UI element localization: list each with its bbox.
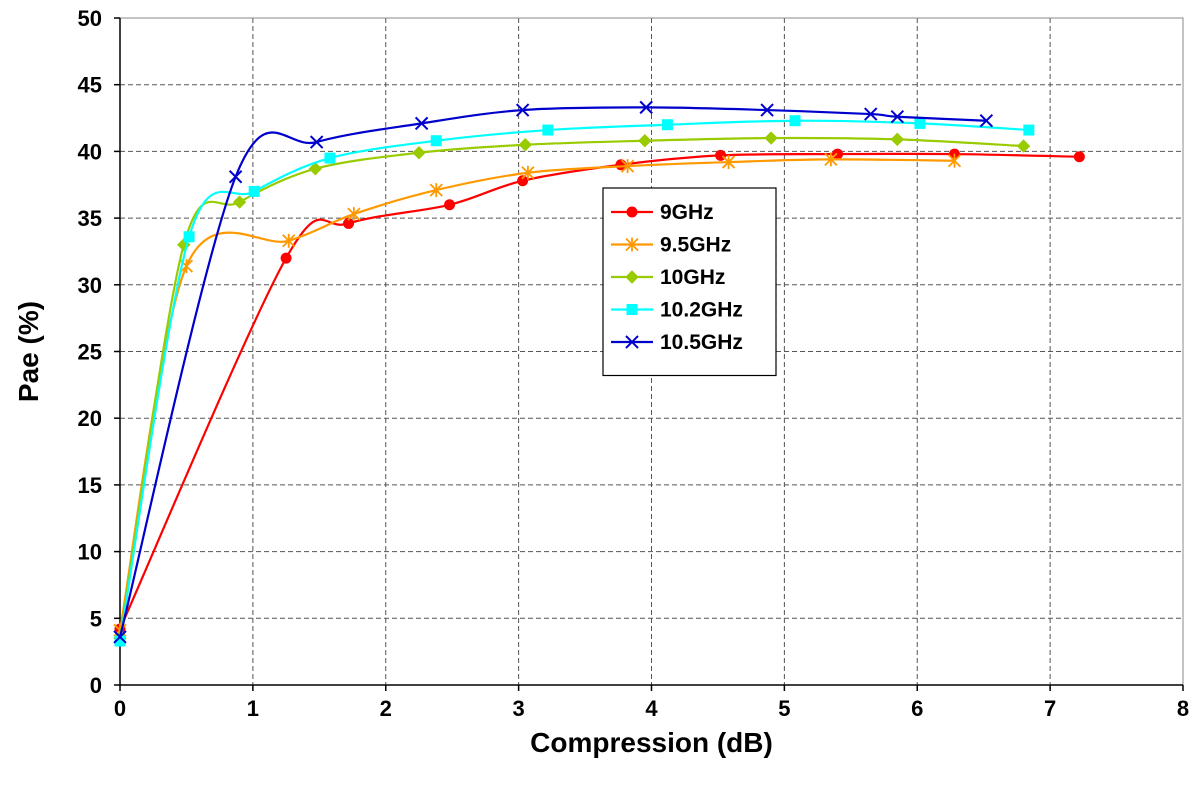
data-point (914, 117, 926, 129)
y-tick-label: 10 (78, 540, 102, 565)
legend-swatch-marker (626, 304, 638, 315)
legend-entry: 10GHz (611, 266, 725, 289)
data-point (890, 132, 905, 147)
data-point (324, 152, 336, 164)
x-tick-label: 1 (247, 696, 259, 721)
data-point (864, 107, 878, 121)
y-tick-label: 35 (78, 206, 102, 231)
series-9ghz (114, 148, 1085, 635)
data-point (430, 135, 442, 147)
x-tick-label: 7 (1044, 696, 1056, 721)
data-point (444, 199, 456, 211)
data-point (824, 152, 838, 167)
legend-label: 10GHz (660, 266, 725, 289)
x-tick-label: 6 (911, 696, 923, 721)
x-tick-label: 2 (380, 696, 392, 721)
series-line (118, 119, 1029, 642)
data-point (515, 103, 530, 117)
axes (114, 17, 1184, 691)
legend-label: 9GHz (660, 201, 714, 224)
y-axis-title: Pae (%) (13, 301, 44, 402)
data-point (429, 183, 443, 198)
data-point (1023, 124, 1035, 136)
series-10ghz (113, 131, 1031, 646)
data-point (248, 185, 260, 197)
data-point (661, 119, 673, 131)
data-point (232, 195, 247, 209)
legend-label: 9.5GHz (660, 234, 731, 257)
data-point (517, 175, 529, 187)
x-axis-title: Compression (dB) (530, 727, 773, 758)
data-point (1073, 151, 1085, 163)
series-line (118, 152, 1080, 630)
data-point (280, 252, 292, 264)
data-point (308, 162, 323, 176)
legend-swatch-marker (625, 237, 639, 252)
data-point (721, 155, 736, 170)
data-point (1016, 139, 1031, 153)
data-point (521, 165, 535, 180)
series-line (118, 136, 1024, 639)
x-tick-label: 0 (114, 696, 126, 721)
x-tick-label: 5 (778, 696, 790, 721)
series-line (118, 158, 955, 631)
legend-label: 10.2GHz (660, 299, 743, 322)
y-tick-label: 20 (78, 406, 102, 431)
data-point (113, 630, 127, 644)
y-tick-label: 15 (78, 473, 102, 498)
data-point (282, 233, 296, 248)
data-point (309, 135, 324, 149)
x-tick-label: 3 (513, 696, 525, 721)
data-point (638, 134, 652, 148)
legend-swatch-marker (625, 335, 639, 349)
y-tick-label: 40 (78, 139, 102, 164)
data-point (518, 138, 532, 152)
series-10-5ghz (113, 100, 994, 644)
data-point (414, 116, 429, 131)
y-tick-label: 50 (78, 6, 102, 31)
data-point (620, 159, 635, 174)
x-tick-label: 4 (645, 696, 658, 721)
data-point (228, 170, 243, 184)
series-9-5ghz (113, 152, 962, 638)
data-point (542, 124, 554, 136)
data-point (715, 149, 727, 161)
legend-entry: 9.5GHz (611, 234, 731, 257)
data-point (764, 131, 778, 145)
legend: 9GHz 9.5GHz 10GHz 10.2GHz 10.5GHz (602, 187, 777, 377)
data-series (113, 100, 1085, 647)
x-tick-label: 8 (1177, 696, 1189, 721)
y-tick-label: 45 (78, 73, 102, 98)
y-tick-label: 25 (78, 340, 102, 365)
y-tick-label: 30 (78, 273, 102, 298)
data-point (979, 114, 994, 128)
series-10-2ghz (114, 115, 1035, 647)
data-point (412, 146, 426, 160)
y-tick-label: 0 (90, 673, 102, 698)
data-point (947, 153, 962, 168)
data-point (789, 115, 801, 127)
data-point (183, 231, 195, 243)
legend-entry: 9GHz (611, 201, 714, 224)
data-point (832, 148, 844, 160)
legend-entry: 10.2GHz (611, 299, 743, 322)
data-point (639, 100, 653, 115)
data-point (890, 110, 905, 124)
legend-entry: 10.5GHz (611, 331, 743, 354)
data-point (347, 207, 361, 222)
data-point (760, 103, 774, 117)
legend-swatch-marker (625, 270, 639, 284)
legend-swatch-marker (626, 206, 638, 218)
y-tick-label: 5 (90, 606, 102, 631)
legend-label: 10.5GHz (660, 331, 743, 354)
